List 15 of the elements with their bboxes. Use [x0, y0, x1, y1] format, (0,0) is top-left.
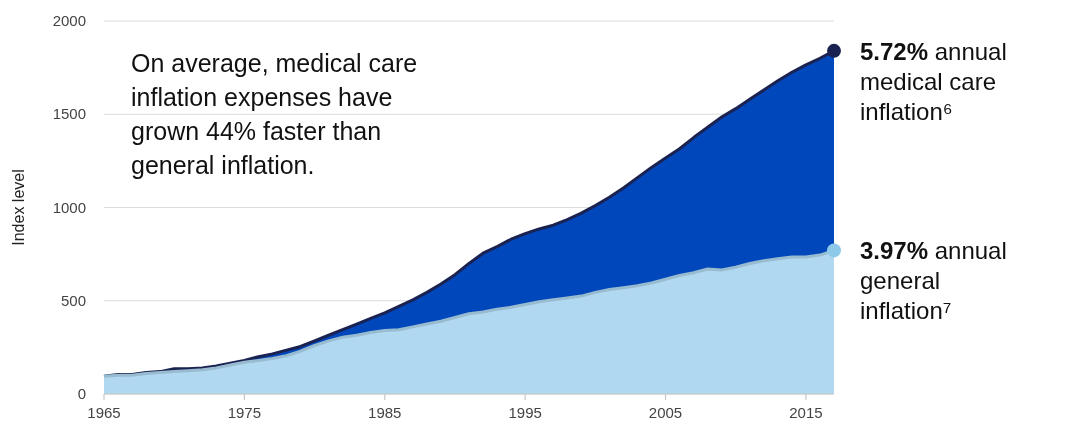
y-tick-label: 500	[60, 291, 86, 309]
x-tick-label: 2015	[789, 404, 823, 421]
x-tick-label: 1985	[368, 404, 402, 421]
x-tick-label: 1975	[227, 404, 262, 421]
y-tick-label: 1000	[52, 198, 86, 216]
y-tick-label: 1500	[52, 105, 86, 123]
x-tick-label: 2005	[648, 404, 683, 421]
x-tick-label: 1965	[87, 404, 121, 421]
annotation: On average, medical care inflation expenses have grown 44% faster than general inflation.	[131, 49, 418, 179]
y-axis-title: Index level	[10, 169, 27, 246]
x-tick-label: 1995	[508, 404, 542, 421]
series-label: 5.72% annual medical care inflation⁶	[860, 37, 1007, 125]
y-tick-label: 0	[77, 385, 86, 402]
y-tick-label: 2000	[52, 12, 86, 29]
series-label: 3.97% annual general inflation⁷	[860, 237, 1007, 325]
